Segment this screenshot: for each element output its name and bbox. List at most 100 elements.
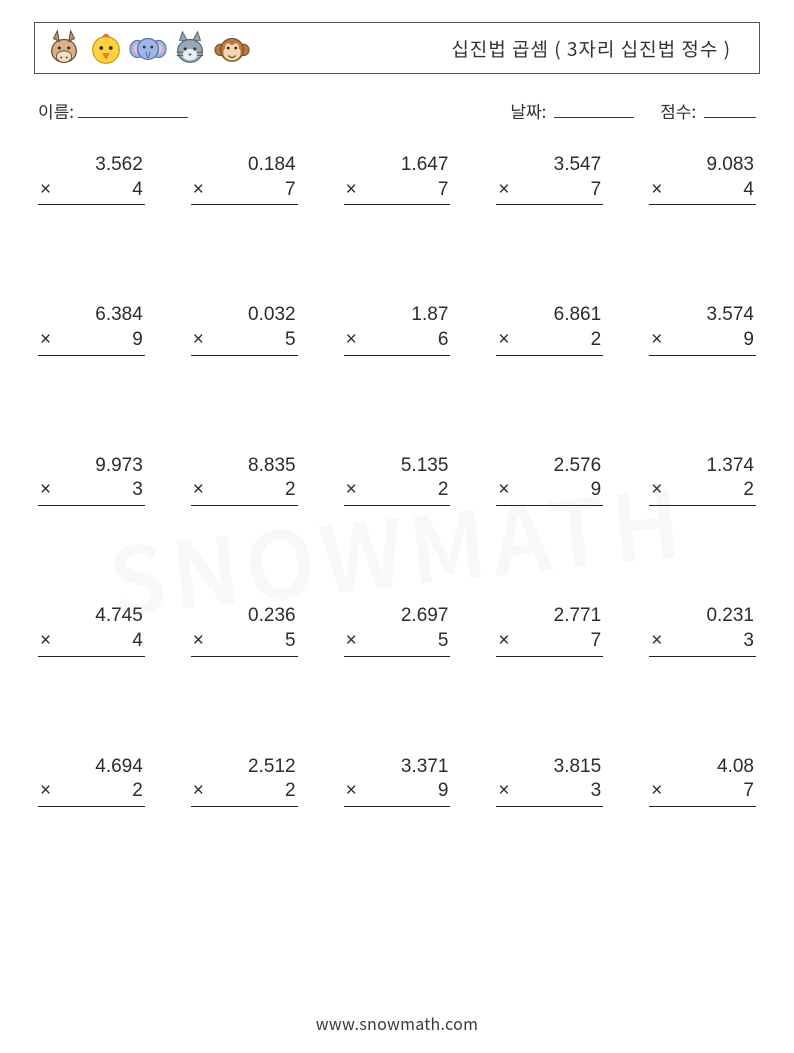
times-sign-icon: × — [193, 178, 204, 203]
problem: 4.694×2 — [38, 755, 145, 807]
times-sign-icon: × — [651, 328, 662, 353]
worksheet-page: 십진법 곱셈 ( 3자리 십진법 정수 ) 이름: 날짜: 점수: SNOWMA… — [0, 0, 794, 1053]
name-field: 이름: — [38, 98, 188, 123]
multiplier: 2 — [662, 478, 754, 503]
multiplier: 5 — [204, 328, 296, 353]
multiplier-row: ×9 — [38, 328, 145, 356]
multiplicand: 4.08 — [649, 755, 756, 780]
multiplier: 5 — [204, 629, 296, 654]
multiplicand: 8.835 — [191, 454, 298, 479]
times-sign-icon: × — [193, 629, 204, 654]
multiplier: 3 — [51, 478, 143, 503]
date-blank[interactable] — [554, 99, 634, 118]
problem: 0.231×3 — [649, 604, 756, 656]
multiplier: 2 — [204, 478, 296, 503]
times-sign-icon: × — [498, 779, 509, 804]
times-sign-icon: × — [651, 779, 662, 804]
multiplier: 2 — [510, 328, 602, 353]
times-sign-icon: × — [193, 478, 204, 503]
multiplicand: 3.815 — [496, 755, 603, 780]
problem: 8.835×2 — [191, 454, 298, 506]
multiplier: 7 — [662, 779, 754, 804]
times-sign-icon: × — [193, 328, 204, 353]
multiplicand: 5.135 — [344, 454, 451, 479]
multiplier: 5 — [357, 629, 449, 654]
date-label: 날짜: — [510, 98, 546, 123]
times-sign-icon: × — [498, 629, 509, 654]
multiplier-row: ×7 — [344, 178, 451, 206]
problem: 0.184×7 — [191, 153, 298, 205]
multiplicand: 0.236 — [191, 604, 298, 629]
times-sign-icon: × — [193, 779, 204, 804]
problem: 6.384×9 — [38, 303, 145, 355]
problem: 4.08×7 — [649, 755, 756, 807]
score-field: 점수: — [660, 98, 756, 123]
name-blank[interactable] — [78, 99, 188, 118]
problem: 3.547×7 — [496, 153, 603, 205]
name-label: 이름: — [38, 98, 74, 123]
problem: 3.371×9 — [344, 755, 451, 807]
score-label: 점수: — [660, 98, 696, 123]
multiplicand: 3.547 — [496, 153, 603, 178]
score-blank[interactable] — [704, 99, 756, 118]
multiplicand: 0.184 — [191, 153, 298, 178]
multiplier-row: ×3 — [649, 629, 756, 657]
problem: 2.697×5 — [344, 604, 451, 656]
footer: www.snowmath.com — [0, 1011, 794, 1035]
multiplicand: 1.647 — [344, 153, 451, 178]
worksheet-title: 십진법 곱셈 ( 3자리 십진법 정수 ) — [451, 35, 759, 62]
multiplicand: 4.745 — [38, 604, 145, 629]
multiplier-row: ×3 — [38, 478, 145, 506]
times-sign-icon: × — [40, 779, 51, 804]
multiplier-row: ×2 — [38, 779, 145, 807]
multiplicand: 9.973 — [38, 454, 145, 479]
multiplicand: 1.87 — [344, 303, 451, 328]
problem: 3.574×9 — [649, 303, 756, 355]
multiplier: 4 — [51, 629, 143, 654]
problem: 2.576×9 — [496, 454, 603, 506]
monkey-icon — [213, 29, 251, 67]
problem: 4.745×4 — [38, 604, 145, 656]
problem: 1.374×2 — [649, 454, 756, 506]
multiplier-row: ×9 — [496, 478, 603, 506]
multiplicand: 9.083 — [649, 153, 756, 178]
multiplicand: 2.697 — [344, 604, 451, 629]
multiplier: 2 — [51, 779, 143, 804]
multiplicand: 1.374 — [649, 454, 756, 479]
meta-line: 이름: 날짜: 점수: — [34, 98, 760, 123]
title-bar: 십진법 곱셈 ( 3자리 십진법 정수 ) — [34, 22, 760, 74]
multiplicand: 6.861 — [496, 303, 603, 328]
multiplier-row: ×4 — [38, 178, 145, 206]
donkey-icon — [45, 29, 83, 67]
multiplier-row: ×9 — [649, 328, 756, 356]
multiplier: 7 — [357, 178, 449, 203]
multiplier: 7 — [510, 178, 602, 203]
problem: 1.87×6 — [344, 303, 451, 355]
multiplicand: 3.371 — [344, 755, 451, 780]
multiplier: 9 — [510, 478, 602, 503]
multiplier-row: ×6 — [344, 328, 451, 356]
times-sign-icon: × — [346, 629, 357, 654]
times-sign-icon: × — [498, 478, 509, 503]
multiplier-row: ×3 — [496, 779, 603, 807]
times-sign-icon: × — [40, 478, 51, 503]
elephant-icon — [129, 29, 167, 67]
multiplicand: 6.384 — [38, 303, 145, 328]
problem: 2.771×7 — [496, 604, 603, 656]
times-sign-icon: × — [651, 178, 662, 203]
multiplier-row: ×7 — [496, 629, 603, 657]
problem: 3.815×3 — [496, 755, 603, 807]
problem: 0.236×5 — [191, 604, 298, 656]
multiplier-row: ×7 — [649, 779, 756, 807]
multiplier-row: ×7 — [496, 178, 603, 206]
problem: 9.973×3 — [38, 454, 145, 506]
times-sign-icon: × — [40, 629, 51, 654]
multiplier-row: ×2 — [191, 478, 298, 506]
multiplier-row: ×5 — [344, 629, 451, 657]
multiplicand: 2.771 — [496, 604, 603, 629]
multiplier: 3 — [662, 629, 754, 654]
times-sign-icon: × — [498, 178, 509, 203]
multiplier: 2 — [204, 779, 296, 804]
multiplicand: 3.574 — [649, 303, 756, 328]
multiplicand: 4.694 — [38, 755, 145, 780]
